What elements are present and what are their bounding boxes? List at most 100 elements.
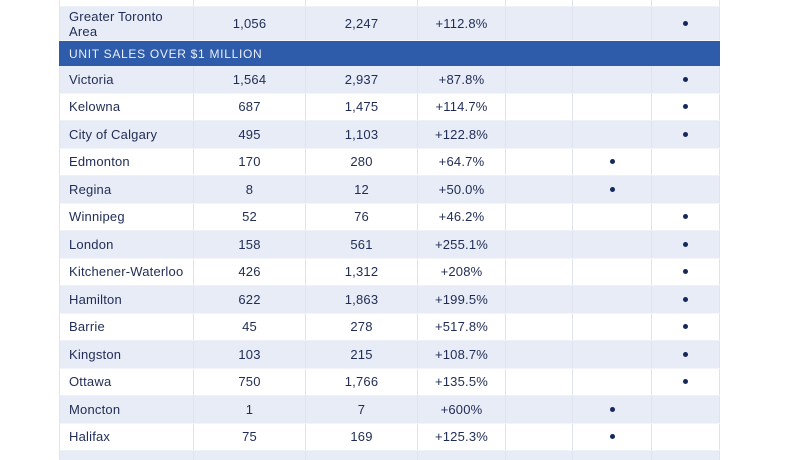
market-indicator-dot-icon [683,379,688,385]
indicator-cell-1 [506,368,573,395]
units-before-cell: 158 [194,231,306,258]
indicator-cell-2 [573,176,652,203]
indicator-cell-1 [506,176,573,203]
percent-change-cell: +114.7% [418,93,506,120]
units-before-cell: 8 [194,176,306,203]
units-before-cell: 622 [194,286,306,313]
indicator-cell-2 [573,451,652,460]
units-before-cell: 687 [194,93,306,120]
indicator-cell-1 [506,203,573,230]
indicator-cell-1 [506,396,573,423]
market-indicator-dot-icon [683,296,688,302]
percent-change-cell: +600% [418,396,506,423]
indicator-cell-1 [506,313,573,340]
market-indicator-dot-icon [609,159,615,165]
units-after-cell: 1,863 [306,286,418,313]
indicator-cell-2 [573,231,652,258]
percent-change-cell: +255.1% [418,231,506,258]
units-before-cell: 52 [194,203,306,230]
market-indicator-dot-icon [683,269,688,275]
units-after-cell: 278 [306,313,418,340]
indicator-cell-1 [506,258,573,285]
percent-change-cell: +50.0% [418,176,506,203]
units-after-cell: 1,103 [306,121,418,148]
indicator-cell-3 [652,396,720,423]
table-row-city-of-calgary: City of Calgary 495 1,103 +122.8% [59,121,720,149]
table-row-regina: Regina 8 12 +50.0% [59,176,720,204]
market-name-cell [60,451,194,460]
indicator-cell-3 [652,121,720,148]
market-indicator-dot-icon [609,406,615,412]
indicator-cell-2 [573,286,652,313]
market-name-cell: Moncton [60,396,194,423]
section-header-band: UNIT SALES OVER $1 MILLION [59,41,720,66]
units-after-cell: 561 [306,231,418,258]
percent-change-cell: +64.7% [418,148,506,175]
market-indicator-dot-icon [609,186,615,192]
table-row-moncton: Moncton 1 7 +600% [59,396,720,424]
indicator-cell-3 [652,451,720,460]
units-after-cell: 7 [306,396,418,423]
indicator-cell-1 [506,93,573,120]
table-row-kitchener-waterloo: Kitchener-Waterloo 426 1,312 +208% [59,258,720,286]
units-before-cell: 495 [194,121,306,148]
table-row-kingston: Kingston 103 215 +108.7% [59,341,720,369]
market-indicator-dot-icon [683,324,688,330]
indicator-cell-2 [573,7,652,40]
units-before-cell [194,451,306,460]
market-indicator-dot-icon [683,131,688,137]
indicator-cell-1 [506,148,573,175]
table-row-halifax: Halifax 75 169 +125.3% [59,423,720,451]
indicator-cell-1 [506,451,573,460]
units-before-cell [194,0,306,6]
unit-sales-table: Greater Toronto Area 1,056 2,247 +112.8%… [59,0,720,460]
units-before-cell: 1,056 [194,7,306,40]
percent-change-cell: +112.8% [418,7,506,40]
indicator-cell-3 [652,7,720,40]
units-after-cell [306,451,418,460]
indicator-cell-1 [506,66,573,93]
market-indicator-dot-icon [609,434,615,440]
percent-change-cell [418,451,506,460]
market-indicator-dot-icon [683,241,688,247]
units-after-cell: 12 [306,176,418,203]
indicator-cell-3 [652,286,720,313]
indicator-cell-3 [652,368,720,395]
units-after-cell: 2,247 [306,7,418,40]
table-row-ottawa: Ottawa 750 1,766 +135.5% [59,368,720,396]
units-before-cell: 170 [194,148,306,175]
market-name-cell: Winnipeg [60,203,194,230]
units-before-cell: 75 [194,423,306,450]
market-name-cell: Hamilton [60,286,194,313]
indicator-cell-2 [573,423,652,450]
table-row-victoria: Victoria 1,564 2,937 +87.8% [59,66,720,94]
units-before-cell: 1 [194,396,306,423]
units-after-cell: 280 [306,148,418,175]
market-name-cell: Greater Toronto Area [60,7,194,40]
units-before-cell: 750 [194,368,306,395]
units-after-cell: 1,766 [306,368,418,395]
market-name-cell: Kelowna [60,93,194,120]
indicator-cell-2 [573,93,652,120]
section-header-label: UNIT SALES OVER $1 MILLION [69,46,263,61]
percent-change-cell: +108.7% [418,341,506,368]
percent-change-cell: +125.3% [418,423,506,450]
indicator-cell-1 [506,231,573,258]
table-row-partial-top [59,0,720,7]
table-row-partial-bottom [59,451,720,460]
indicator-cell-3 [652,176,720,203]
market-name-cell: Victoria [60,66,194,93]
table-row-winnipeg: Winnipeg 52 76 +46.2% [59,203,720,231]
units-after-cell: 2,937 [306,66,418,93]
table-row-kelowna: Kelowna 687 1,475 +114.7% [59,93,720,121]
market-indicator-dot-icon [683,104,688,110]
percent-change-cell: +208% [418,258,506,285]
indicator-cell-3 [652,203,720,230]
indicator-cell-3 [652,258,720,285]
indicator-cell-3 [652,231,720,258]
units-before-cell: 103 [194,341,306,368]
indicator-cell-2 [573,121,652,148]
indicator-cell-2 [573,0,652,6]
indicator-cell-3 [652,0,720,6]
units-after-cell: 215 [306,341,418,368]
